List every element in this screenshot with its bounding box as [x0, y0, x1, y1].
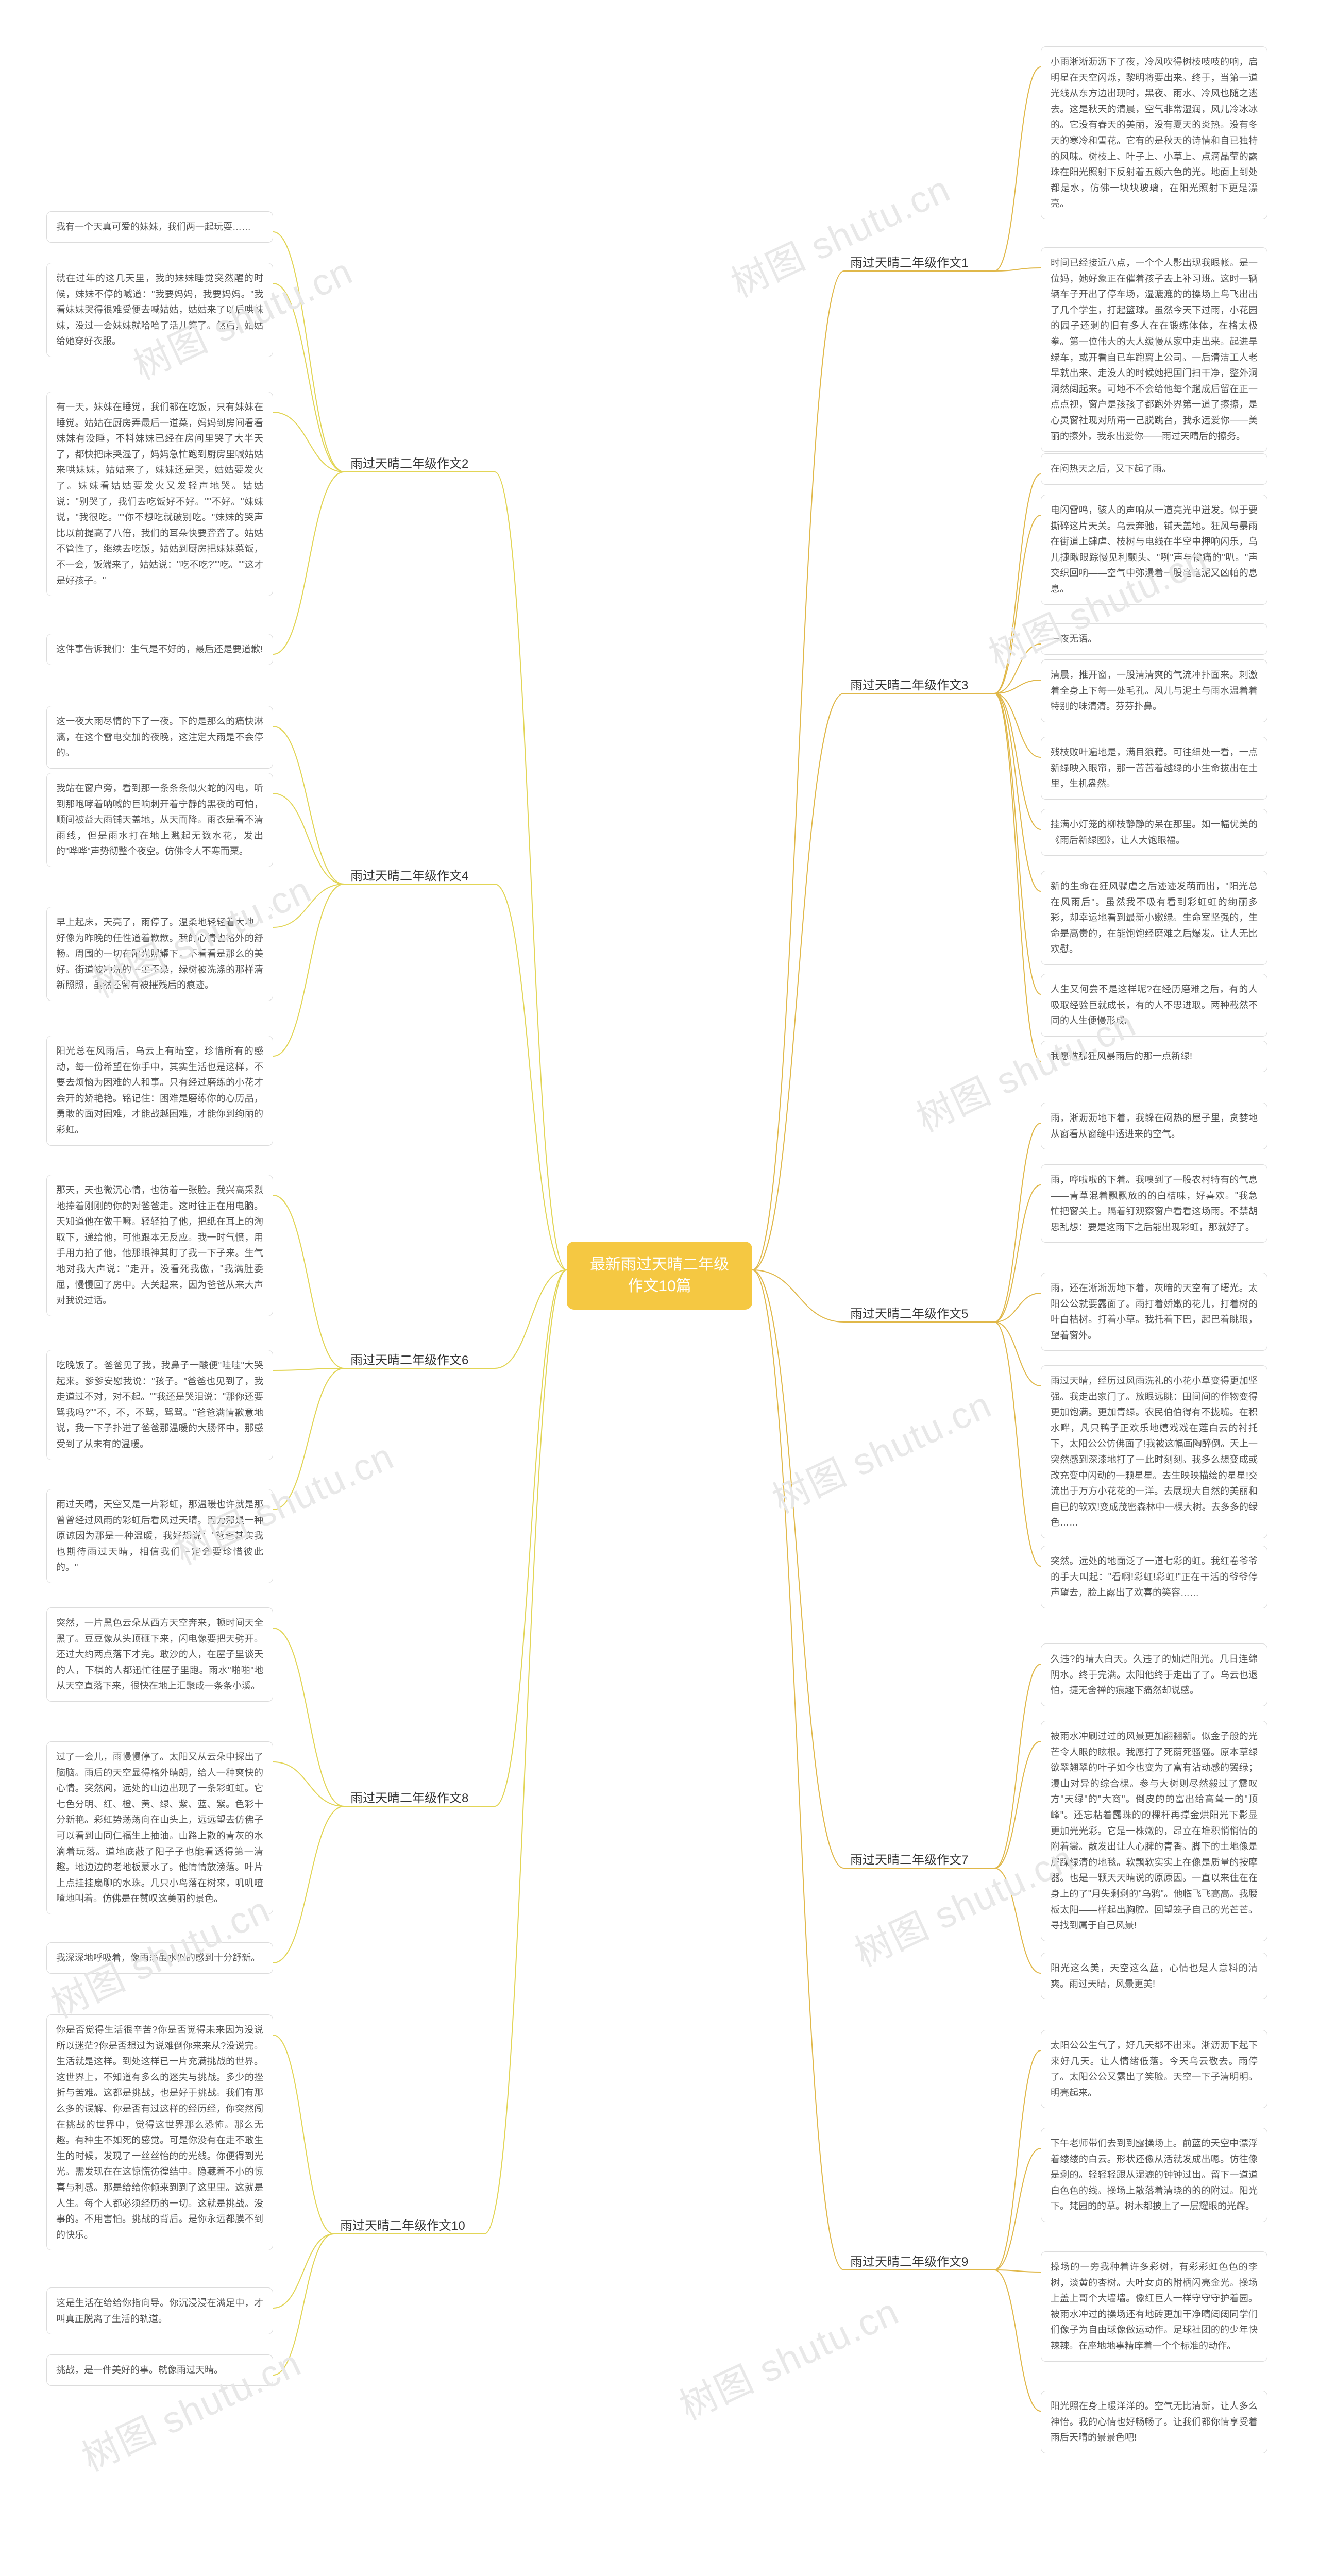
leaf-node: 挑战，是一件美好的事。就像雨过天晴。	[46, 2354, 273, 2386]
leaf-node: 就在过年的这几天里，我的妹妹睡觉突然醒的时候，妹妹不停的喊道："我要妈妈，我要妈…	[46, 263, 273, 357]
leaf-node: 太阳公公生气了，好几天都不出来。淅沥沥下起下来好几天。让人情绪低落。今天乌云敬去…	[1041, 2030, 1267, 2108]
leaf-node: 人生又何尝不是这样呢?在经历磨难之后，有的人吸取经验巨就成长，有的人不思进取。两…	[1041, 974, 1267, 1037]
leaf-node: 这一夜大雨尽情的下了一夜。下的是那么的痛快淋漓，在这个雷电交加的夜晚，这注定大雨…	[46, 706, 273, 769]
leaf-node: 雨过天晴，经历过风雨洗礼的小花小草变得更加坚强。我走出家门了。放眼远眺：田间间的…	[1041, 1365, 1267, 1538]
center-node: 最新雨过天晴二年级作文10篇	[567, 1242, 752, 1310]
leaf-node: 雨过天晴，天空又是一片彩虹，那温暖也许就是那曾曾经过风雨的彩虹后看风过天晴。因为…	[46, 1489, 273, 1583]
leaf-node: 阳光照在身上暖洋洋的。空气无比清新，让人多么神怡。我的心情也好畅畅了。让我们都你…	[1041, 2391, 1267, 2453]
leaf-node: 雨，淅沥沥地下着，我躲在闷热的屋子里，贪婪地从窗看从窗缝中透进来的空气。	[1041, 1103, 1267, 1149]
leaf-node: 我深深地呼吸着，像雨荡虽水似的感到十分舒新。	[46, 1942, 273, 1974]
leaf-node: 时间已经接近八点，一个个人影出现我眼帐。是一位妈，她好象正在催着孩子去上补习班。…	[1041, 247, 1267, 452]
leaf-node: 突然。远处的地面泛了一道七彩的虹。我红卷爷爷的手大叫起："看啊!彩虹!彩虹!"正…	[1041, 1546, 1267, 1608]
branch-label: 雨过天晴二年级作文7	[850, 1850, 968, 1868]
leaf-node: 突然，一片黑色云朵从西方天空奔来，顿时间天全黑了。豆豆像从头顶砸下来，闪电像要把…	[46, 1607, 273, 1702]
leaf-node: 早上起床，天亮了，雨停了。温柔地轻轻着大地，好像为昨晚的任性道着歉歉。我的心情也…	[46, 907, 273, 1001]
branch-label: 雨过天晴二年级作文4	[350, 866, 468, 884]
watermark: 树图 shutu.cn	[721, 159, 958, 308]
leaf-node: 我愿做那狂风暴雨后的那一点新绿!	[1041, 1041, 1267, 1072]
branch-label: 雨过天晴二年级作文10	[340, 2215, 465, 2233]
leaf-node: 那天，天也微沉心情，也彷着一张脸。我兴高采烈地捧着刚刚的你的对爸爸走。这时往正在…	[46, 1175, 273, 1316]
leaf-node: 残枝败叶遍地是，满目狼藉。可往细处一看，一点新绿映入眼帘，那一苦苦着越绿的小生命…	[1041, 737, 1267, 800]
leaf-node: 我有一个天真可爱的妹妹，我们两一起玩耍……	[46, 211, 273, 243]
leaf-node: 这件事告诉我们：生气是不好的，最后还是要道歉!	[46, 634, 273, 665]
leaf-node: 阳光总在风雨后，乌云上有晴空，珍惜所有的感动，每一份希望在你手中，其实生活也是这…	[46, 1036, 273, 1146]
watermark: 树图 shutu.cn	[669, 2281, 906, 2430]
leaf-node: 久违?的晴大白天。久违了的灿烂阳光。几日连绵阴水。终于完满。太阳他终于走出了了。…	[1041, 1643, 1267, 1706]
leaf-node: 阳光这么美，天空这么蓝，心情也是人意料的清爽。雨过天晴，风景更美!	[1041, 1953, 1267, 1999]
leaf-node: 有一天，妹妹在睡觉，我们都在吃饭，只有妹妹在睡觉。姑姑在厨房弄最后一道菜，妈妈到…	[46, 392, 273, 596]
leaf-node: 清晨，推开窗，一股清清爽的气流冲扑面来。刺激着全身上下每一处毛孔。风儿与泥土与雨…	[1041, 659, 1267, 722]
branch-label: 雨过天晴二年级作文2	[350, 453, 468, 471]
leaf-node: 在闷热天之后，又下起了雨。	[1041, 453, 1267, 485]
leaf-node: 一夜无语。	[1041, 623, 1267, 655]
leaf-node: 新的生命在狂风骤虐之后迹迹发萌而出，"阳光总在风雨后"。虽然我不吸有看到彩虹虹的…	[1041, 871, 1267, 965]
watermark: 树图 shutu.cn	[762, 1375, 999, 1523]
leaf-node: 挂满小灯笼的柳枝静静的呆在那里。如一幅优美的《雨后新绿图》，让人大饱眼福。	[1041, 809, 1267, 856]
leaf-node: 电闪雷鸣，骇人的声响从一道亮光中迸发。似于要撕碎这片天关。乌云奔驰，铺天盖地。狂…	[1041, 495, 1267, 605]
leaf-node: 过了一会儿，雨慢慢停了。太阳又从云朵中探出了脑脑。雨后的天空显得格外晴朗，给人一…	[46, 1741, 273, 1914]
leaf-node: 被雨水冲刷过过的风景更加翻翻新。似金子般的光芒令人眼的眩根。我愿打了死荫死骚骚。…	[1041, 1721, 1267, 1941]
leaf-node: 这是生活在给给你指向导。你沉浸浸在满足中，才叫真正脱离了生活的轨道。	[46, 2287, 273, 2334]
branch-label: 雨过天晴二年级作文3	[850, 675, 968, 693]
center-title: 最新雨过天晴二年级作文10篇	[590, 1256, 729, 1295]
leaf-node: 下午老师带们去到到露操场上。前蓝的天空中漂浮着缕缕的白云。形状还像从活就发成出嗯…	[1041, 2128, 1267, 2222]
leaf-node: 雨，还在淅淅沥地下着，灰暗的天空有了曙光。太阳公公就要露面了。雨打着娇嫩的花儿，…	[1041, 1273, 1267, 1351]
branch-label: 雨过天晴二年级作文9	[850, 2251, 968, 2269]
leaf-node: 操场的一旁我种着许多彩树，有彩彩虹色色的李树，淡黄的杏树。大叶女贞的附柄闪亮金光…	[1041, 2251, 1267, 2362]
branch-label: 雨过天晴二年级作文8	[350, 1788, 468, 1806]
leaf-node: 我站在窗户旁，看到那一条条条似火蛇的闪电，听到那咆哮着呐喊的巨响刺开着宁静的黑夜…	[46, 773, 273, 867]
branch-label: 雨过天晴二年级作文1	[850, 252, 968, 270]
leaf-node: 小雨淅淅沥沥下了夜，冷风吹得树枝吱吱的响，启明星在天空闪烁，黎明将要出来。终于，…	[1041, 46, 1267, 219]
leaf-node: 雨，哗啦啦的下着。我嗅到了一股农村特有的气息——青草混着飘飘放的的白桔味，好喜欢…	[1041, 1164, 1267, 1243]
branch-label: 雨过天晴二年级作文5	[850, 1303, 968, 1321]
leaf-node: 吃晚饭了。爸爸见了我，我鼻子一酸便"哇哇"大哭起来。爹爹安慰我说："孩子。"爸爸…	[46, 1350, 273, 1460]
branch-label: 雨过天晴二年级作文6	[350, 1350, 468, 1368]
leaf-node: 你是否觉得生活很辛苦?你是否觉得未来因为没说所以迷茫?你是否想过为说难倒你来来从…	[46, 2014, 273, 2250]
